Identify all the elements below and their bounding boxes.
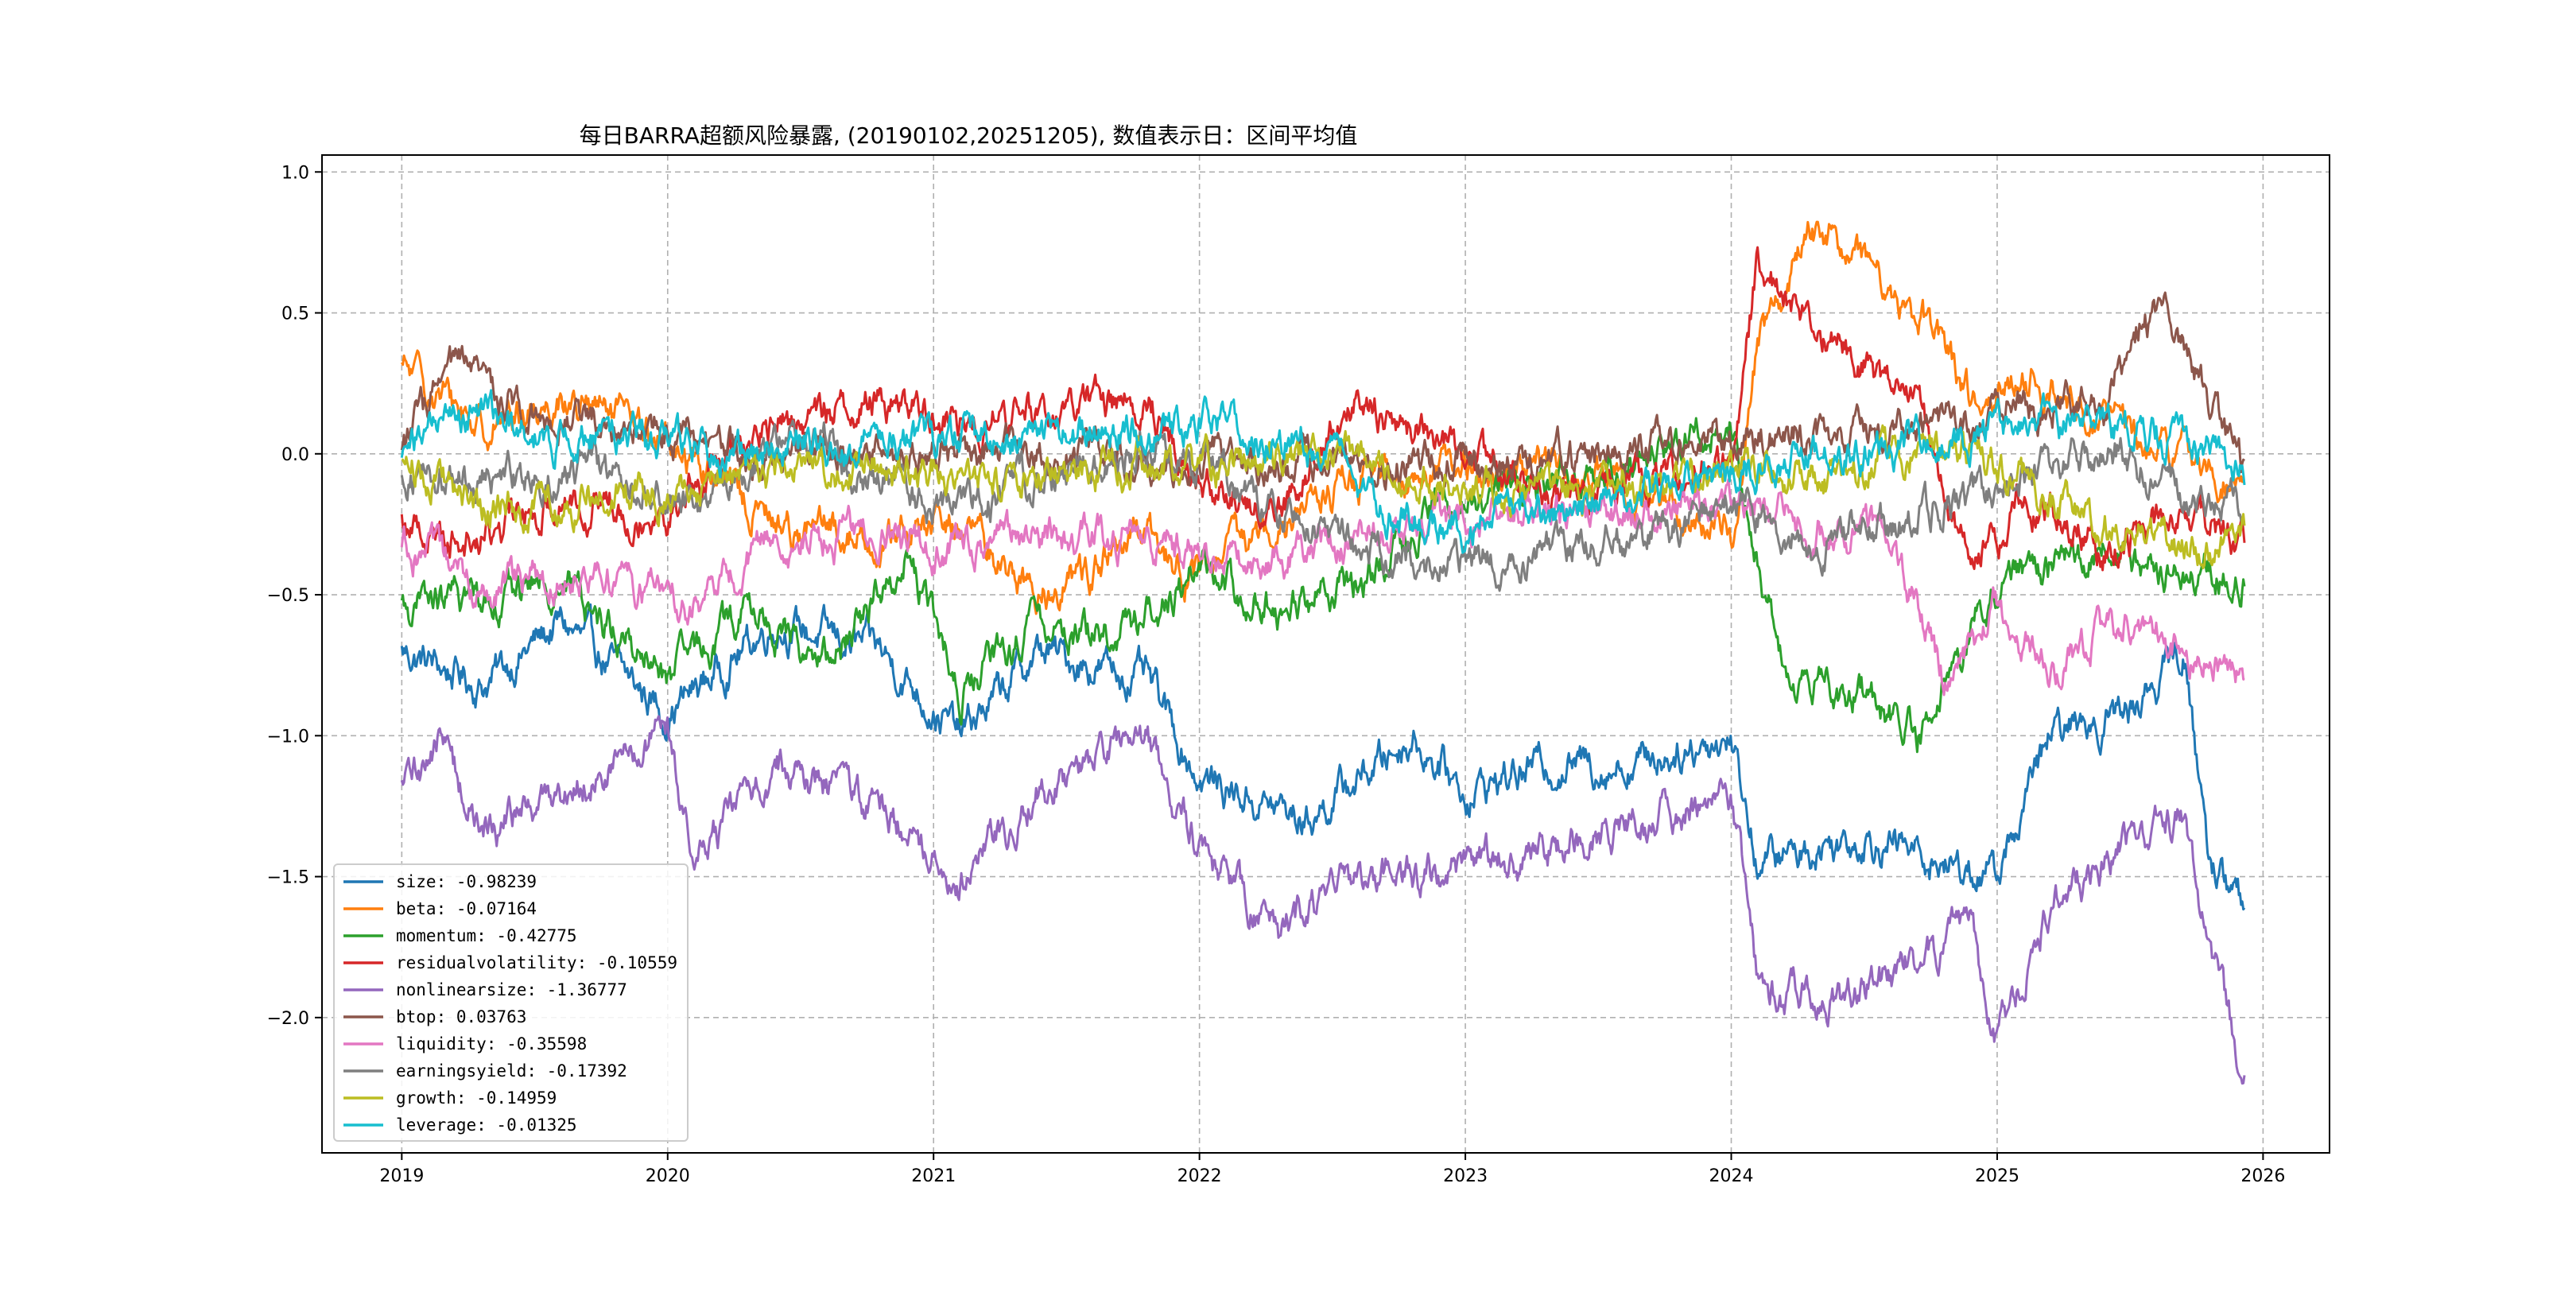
legend-label-size: size: -0.98239 — [396, 872, 537, 891]
series-line-leverage — [400, 389, 2246, 554]
y-tick-label: −1.0 — [267, 727, 309, 747]
series-line-growth — [401, 424, 2246, 570]
x-tick-label: 2023 — [1443, 1166, 1488, 1186]
x-tick-label: 2020 — [646, 1166, 690, 1186]
y-tick-label: −1.5 — [267, 868, 309, 888]
x-tick-label: 2021 — [911, 1166, 956, 1186]
legend-frame — [333, 863, 689, 1142]
x-tick-label: 2024 — [1709, 1166, 1754, 1186]
legend-label-residualvolatility: residualvolatility: -0.10559 — [396, 953, 677, 972]
series-line-btop — [400, 291, 2246, 491]
y-tick-label: −0.5 — [267, 586, 309, 606]
legend-label-btop: btop: 0.03763 — [396, 1007, 526, 1026]
series-lines — [400, 220, 2246, 1085]
series-line-momentum — [400, 417, 2246, 754]
x-tick-label: 2019 — [379, 1166, 424, 1186]
axis-ticks: 2019 2020 2021 2022 2023 2024 2025 2026 1.0 0.5 0.… — [267, 163, 2286, 1186]
legend: size: -0.98239 beta: -0.07164 momentum: -0… — [333, 863, 689, 1142]
chart-title: 每日BARRA超额风险暴露, (20190102,20251205), 数值表示… — [580, 122, 1358, 149]
y-tick-label: 0.5 — [281, 305, 309, 324]
series-line-earningsyield — [400, 419, 2246, 592]
legend-label-beta: beta: -0.07164 — [396, 899, 537, 918]
plot-area-frame — [321, 154, 2330, 1154]
y-tick-label: −2.0 — [267, 1009, 309, 1029]
legend-label-leverage: leverage: -0.01325 — [396, 1115, 577, 1135]
legend-label-growth: growth: -0.14959 — [396, 1088, 557, 1108]
x-tick-label: 2025 — [1975, 1166, 2019, 1186]
series-line-size — [400, 603, 2246, 911]
series-line-nonlinearsize — [400, 715, 2246, 1085]
y-tick-label: 1.0 — [281, 163, 309, 183]
legend-label-nonlinearsize: nonlinearsize: -1.36777 — [396, 980, 627, 999]
legend-label-momentum: momentum: -0.42775 — [396, 926, 577, 945]
series-line-liquidity — [400, 478, 2245, 696]
x-tick-label: 2026 — [2240, 1166, 2285, 1186]
legend-label-earningsyield: earningsyield: -0.17392 — [396, 1061, 627, 1081]
x-tick-label: 2022 — [1177, 1166, 1222, 1186]
y-tick-label: 0.0 — [281, 445, 309, 465]
legend-label-liquidity: liquidity: -0.35598 — [396, 1034, 587, 1053]
